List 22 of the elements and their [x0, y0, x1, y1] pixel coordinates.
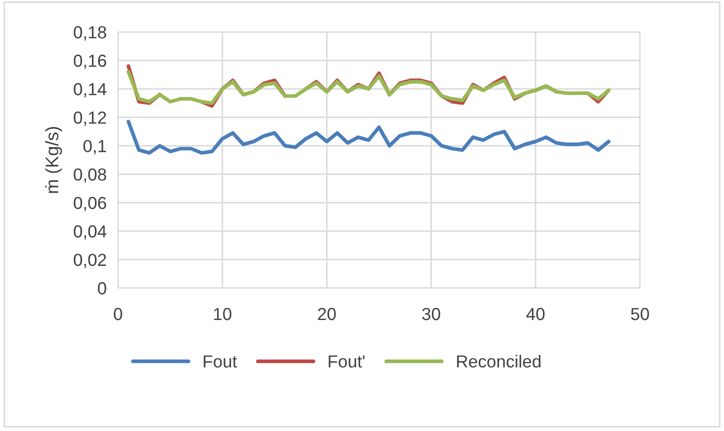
y-tick-label: 0,08	[74, 168, 106, 183]
y-tick-label: 0,02	[74, 254, 106, 268]
y-tick-label: 0	[98, 282, 106, 294]
line-series	[126, 120, 610, 155]
y-tick-label: 0,14	[74, 83, 106, 98]
line-series	[126, 70, 610, 105]
y-tick-label: 0,18	[74, 26, 106, 41]
y-tick-label: 0,16	[74, 54, 106, 69]
y-tick-label: 0,06	[74, 196, 106, 212]
legend-label: Fout'	[328, 355, 365, 368]
y-tick-label: 0,1	[83, 140, 106, 154]
y-tick-label: 0,12	[74, 112, 106, 126]
legend-label: Fout	[204, 355, 237, 368]
x-tick-label: 50	[631, 308, 649, 320]
x-tick-label: 40	[526, 308, 545, 320]
x-tick-label: 10	[214, 308, 232, 320]
x-tick-label: 20	[318, 308, 336, 320]
y-axis-title: ṁ (Kg/s)	[45, 127, 62, 193]
x-tick-label: 0	[114, 308, 122, 320]
y-tick-label: 0,04	[74, 225, 106, 240]
legend-label: Reconciled	[457, 354, 540, 368]
x-tick-label: 30	[422, 308, 440, 320]
